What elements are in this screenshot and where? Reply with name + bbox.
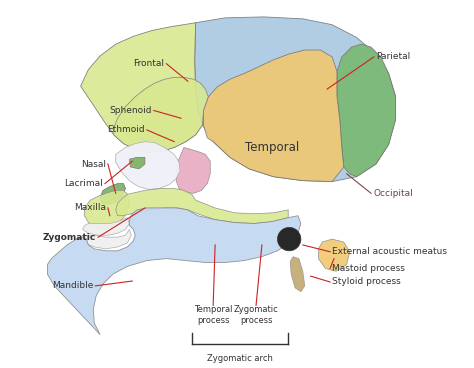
Polygon shape [176,148,210,193]
Polygon shape [100,184,126,205]
Text: Lacrimal: Lacrimal [64,179,103,188]
Text: Parietal: Parietal [376,52,410,61]
Polygon shape [81,23,202,152]
Polygon shape [116,188,288,223]
Polygon shape [84,190,129,229]
Text: Nasal: Nasal [81,160,106,169]
Polygon shape [319,239,350,271]
Polygon shape [195,17,395,181]
Text: Temporal: Temporal [245,141,299,154]
Polygon shape [203,50,344,181]
Text: Occipital: Occipital [373,189,413,198]
Polygon shape [114,77,208,152]
Text: Zygomatic
process: Zygomatic process [234,305,278,325]
Text: Maxilla: Maxilla [74,204,106,212]
Circle shape [277,227,301,251]
Polygon shape [82,217,129,235]
Polygon shape [337,44,395,177]
Text: Zygomatic arch: Zygomatic arch [207,354,273,363]
Polygon shape [290,256,305,292]
Text: Mastoid process: Mastoid process [332,264,405,273]
Text: External acoustic meatus: External acoustic meatus [332,247,447,256]
Text: Temporal
process: Temporal process [194,305,232,325]
Polygon shape [116,142,180,190]
Text: Styloid process: Styloid process [332,277,401,287]
Text: Sphenoid: Sphenoid [109,106,152,115]
Polygon shape [84,229,131,249]
Text: Zygomatic: Zygomatic [43,233,96,242]
Text: Frontal: Frontal [134,59,164,68]
Polygon shape [47,208,301,335]
Text: Ethmoid: Ethmoid [107,125,145,134]
Polygon shape [129,157,145,169]
Text: Mandible: Mandible [52,282,93,290]
